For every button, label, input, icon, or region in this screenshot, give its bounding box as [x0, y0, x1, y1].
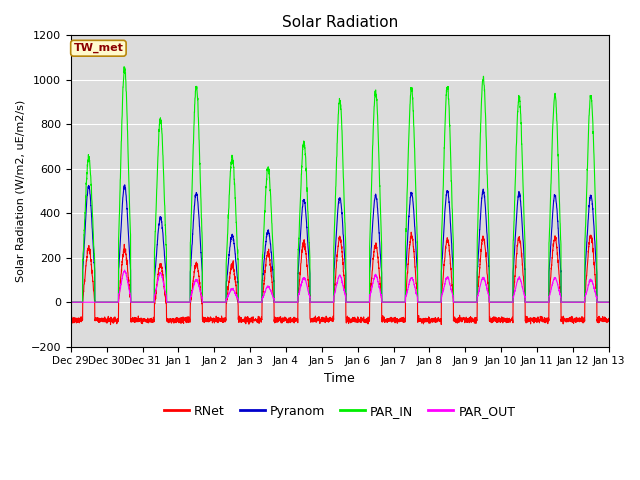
RNet	[107, 322, 115, 327]
Text: TW_met: TW_met	[74, 43, 124, 53]
Pyranom	[121, 182, 129, 188]
PAR_OUT	[392, 300, 400, 305]
Line: PAR_OUT: PAR_OUT	[71, 270, 609, 302]
RNet	[605, 315, 612, 321]
RNet	[217, 318, 225, 324]
RNet	[605, 317, 612, 323]
RNet	[407, 229, 415, 235]
Pyranom	[554, 218, 561, 224]
Line: Pyranom: Pyranom	[71, 185, 609, 302]
Pyranom	[67, 300, 75, 305]
PAR_OUT	[402, 295, 410, 300]
PAR_IN	[120, 64, 128, 70]
PAR_IN	[67, 300, 75, 305]
PAR_OUT	[182, 300, 190, 305]
Pyranom	[605, 300, 612, 305]
Pyranom	[392, 300, 400, 305]
Title: Solar Radiation: Solar Radiation	[282, 15, 398, 30]
Line: PAR_IN: PAR_IN	[71, 67, 609, 302]
RNet	[67, 319, 75, 324]
RNet	[392, 316, 400, 322]
PAR_OUT	[604, 300, 612, 305]
RNet	[554, 256, 562, 262]
PAR_IN	[605, 300, 612, 305]
RNet	[182, 318, 190, 324]
PAR_IN	[554, 139, 561, 144]
PAR_IN	[392, 300, 400, 305]
Pyranom	[182, 300, 190, 305]
Line: RNet: RNet	[71, 232, 609, 324]
X-axis label: Time: Time	[324, 372, 355, 385]
PAR_OUT	[605, 300, 612, 305]
PAR_IN	[182, 300, 190, 305]
Pyranom	[604, 300, 612, 305]
PAR_IN	[402, 239, 410, 244]
PAR_OUT	[217, 300, 225, 305]
PAR_OUT	[67, 300, 75, 305]
PAR_IN	[217, 300, 225, 305]
PAR_IN	[604, 300, 612, 305]
Pyranom	[402, 267, 410, 273]
RNet	[402, 294, 410, 300]
PAR_OUT	[554, 282, 561, 288]
Legend: RNet, Pyranom, PAR_IN, PAR_OUT: RNet, Pyranom, PAR_IN, PAR_OUT	[159, 400, 520, 423]
Pyranom	[217, 300, 225, 305]
PAR_OUT	[121, 267, 129, 273]
Y-axis label: Solar Radiation (W/m2, uE/m2/s): Solar Radiation (W/m2, uE/m2/s)	[15, 100, 25, 282]
